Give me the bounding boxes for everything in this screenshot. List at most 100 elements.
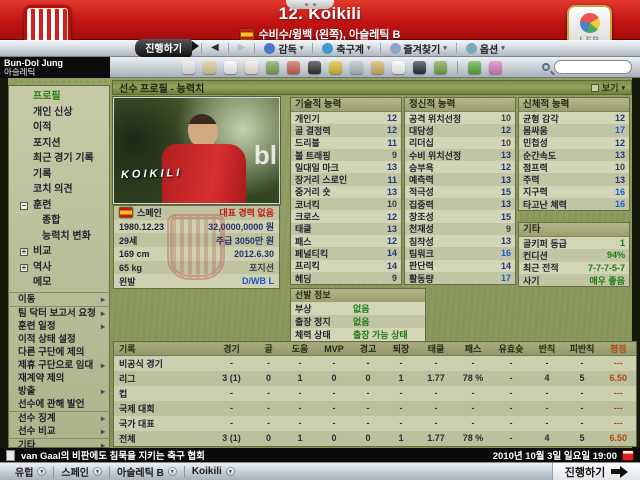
search-small-icon[interactable] (350, 60, 363, 74)
stats-cell: 78 % (454, 430, 492, 447)
attr-row: 컨디션 94% (519, 249, 629, 262)
calendar-date-icon[interactable] (622, 449, 634, 461)
sidebar-item-코치 의견[interactable]: 코치 의견 (33, 184, 73, 195)
tactics-icon[interactable] (392, 60, 405, 74)
manager-club: 아슬레틱 (4, 66, 36, 77)
forward-icon: ▶ (237, 42, 246, 53)
breadcrumb-유럽[interactable]: 유럽 ▾ (8, 464, 53, 479)
hint-icon[interactable] (489, 60, 502, 74)
home-icon[interactable] (182, 60, 195, 74)
stats-header-cell[interactable]: 퇴장 (384, 341, 418, 356)
attr-value: 15 (500, 186, 511, 197)
action-이적 상태 설정[interactable]: 이적 상태 설정 (18, 334, 76, 345)
attr-row: 패스 12 (291, 234, 401, 248)
stats-header-cell[interactable]: 유효슛 (491, 341, 531, 356)
toolbar-menu-world[interactable]: 축구계 ▾ (322, 41, 371, 56)
action-팀 닥터 보고서 요청[interactable]: 팀 닥터 보고서 요청 ▸ (18, 308, 105, 319)
stats-header-cell[interactable]: MVP (316, 341, 352, 356)
stats-cell: - (283, 385, 317, 401)
table-row[interactable]: 국제 대회 - - - - - - - - - - - --- (113, 400, 637, 416)
stats-header-cell[interactable]: 경기 (209, 341, 254, 356)
action-다른 구단에 제의[interactable]: 다른 구단에 제의 (18, 347, 85, 358)
sidebar-item-기록[interactable]: 기록 (33, 168, 52, 180)
breadcrumb-separator (53, 465, 55, 478)
attr-row: 예측력 13 (405, 173, 515, 186)
action-방출[interactable]: 방출 ▸ (18, 386, 105, 397)
stats-header-cell[interactable]: 패스 (454, 341, 492, 356)
action-제휴 구단으로 임대[interactable]: 제휴 구단으로 임대 ▸ (18, 360, 105, 371)
table-row[interactable]: 컵 - - - - - - - - - - - --- (113, 385, 637, 401)
sidebar-item-능력치 변화[interactable]: 능력치 변화 (42, 230, 91, 242)
trophy-icon[interactable] (329, 60, 342, 74)
expand-icon[interactable]: + (20, 247, 28, 256)
transfers-icon[interactable] (287, 60, 300, 74)
continue-button[interactable]: 진행하기 (135, 39, 199, 57)
action-선수 비교[interactable]: 선수 비교 ▸ (18, 426, 105, 437)
stats-header-cell[interactable]: 평점 (600, 341, 637, 356)
chevron-circle-icon: ▾ (225, 467, 235, 476)
stats-cell: - (316, 355, 352, 371)
sidebar-item-역사[interactable]: 역사 + (20, 261, 52, 273)
action-선수 징계[interactable]: 선수 징계 ▸ (18, 413, 105, 424)
submenu-arrow-icon: ▸ (100, 441, 105, 450)
stats-header-cell[interactable]: 피반칙 (563, 341, 601, 356)
table-row[interactable]: 국가 대표 - - - - - - - - - - - --- (113, 415, 637, 431)
action-재계약 제의[interactable]: 재계약 제의 (18, 373, 65, 384)
stats-header-cell[interactable]: 반칙 (530, 341, 564, 356)
fixtures-icon[interactable] (308, 60, 321, 74)
breadcrumb-Koikili[interactable]: Koikili ▾ (185, 466, 242, 477)
news-ticker[interactable]: van Gaal의 비판에도 침묵을 지키는 축구 협회 2010년 10월 3… (0, 448, 640, 462)
table-row[interactable]: 비공식 경기 - - - - - - - - - - - --- (113, 355, 637, 371)
collapse-icon[interactable]: − (20, 200, 28, 210)
sidebar-item-훈련[interactable]: 훈련 − (20, 199, 52, 211)
stats-header-cell[interactable]: 태클 (417, 341, 455, 356)
clipboard-icon[interactable] (371, 60, 384, 74)
toolbar-menu-favorites[interactable]: 즐겨찾기 ▾ (389, 41, 447, 56)
notes-icon[interactable] (434, 60, 447, 74)
sidebar-item-최근 경기 기록[interactable]: 최근 경기 기록 (33, 153, 94, 164)
squad-icon[interactable] (266, 60, 279, 74)
player-info-panel: 스페인 대표 경력 없음 1980.12.23 32,0000,0000 원 29세 주급… (113, 205, 280, 289)
attr-name: 판단력 (409, 261, 434, 272)
action-이동[interactable]: 이동 ▸ (18, 294, 105, 305)
action-기타[interactable]: 기타 ▸ (18, 440, 105, 451)
sidebar-item-개인 신상[interactable]: 개인 신상 (33, 106, 73, 118)
breadcrumb-아슬레틱 B[interactable]: 아슬레틱 B ▾ (110, 464, 184, 479)
sidebar-item-프로필[interactable]: 프로필 (33, 91, 61, 102)
sidebar-item-포지션[interactable]: 포지션 (33, 137, 61, 149)
stats-row-label: 비공식 경기 (113, 355, 210, 371)
breadcrumb-label: Koikili (191, 466, 222, 477)
toolbar-menu-options[interactable]: 옵션 ▾ (465, 41, 505, 56)
stats-header-cell[interactable]: 골 (253, 341, 284, 356)
sidebar-item-비교[interactable]: 비교 + (20, 246, 52, 257)
back-icon[interactable]: ◀ (211, 42, 219, 53)
ticker-text[interactable]: van Gaal의 비판에도 침묵을 지키는 축구 협회 (21, 451, 205, 462)
view-dropdown[interactable]: 보기 ▾ (590, 81, 625, 94)
attr-name: 페널티킥 (295, 248, 329, 259)
player-position-subtitle: 수비수/윙백 (왼쪽), 아슬레틱 B (0, 26, 640, 42)
sidebar-item-메모[interactable]: 메모 (33, 277, 52, 288)
calendar-icon[interactable] (245, 60, 258, 74)
search-input[interactable] (554, 60, 632, 74)
continue-bottom-button[interactable]: 진행하기 (552, 462, 640, 480)
attr-value: 1 (619, 238, 625, 249)
attr-name: 드리블 (295, 138, 320, 149)
action-선수에 관해 발언[interactable]: 선수에 관해 발언 (18, 399, 85, 410)
toolbar-menu-manager[interactable]: 감독 ▾ (264, 41, 303, 56)
inbox-icon[interactable] (203, 60, 216, 74)
scouting-icon[interactable] (413, 60, 426, 74)
window-drag-tab[interactable] (286, 0, 334, 9)
stats-header-cell[interactable]: 경고 (351, 341, 385, 356)
expand-icon[interactable]: + (20, 262, 28, 272)
news-icon[interactable] (224, 60, 237, 74)
table-row[interactable]: 리그 3 (1) 0 1 0 0 1 1.77 78 % -4 5 6.50 (113, 370, 637, 386)
action-훈련 일정[interactable]: 훈련 일정 ▸ (18, 321, 105, 332)
help-icon[interactable] (468, 60, 481, 74)
sidebar-item-종합[interactable]: 종합 (42, 215, 61, 226)
breadcrumb-스페인[interactable]: 스페인 ▾ (54, 464, 109, 479)
attr-name: 승부욕 (409, 162, 434, 173)
table-row[interactable]: 전체 3 (1) 0 1 0 0 1 1.77 78 % -4 5 6.50 (113, 430, 637, 447)
stats-header-cell[interactable]: 기록 (113, 341, 210, 356)
stats-header-cell[interactable]: 도움 (283, 341, 317, 356)
sidebar-item-이적[interactable]: 이적 (33, 122, 52, 133)
